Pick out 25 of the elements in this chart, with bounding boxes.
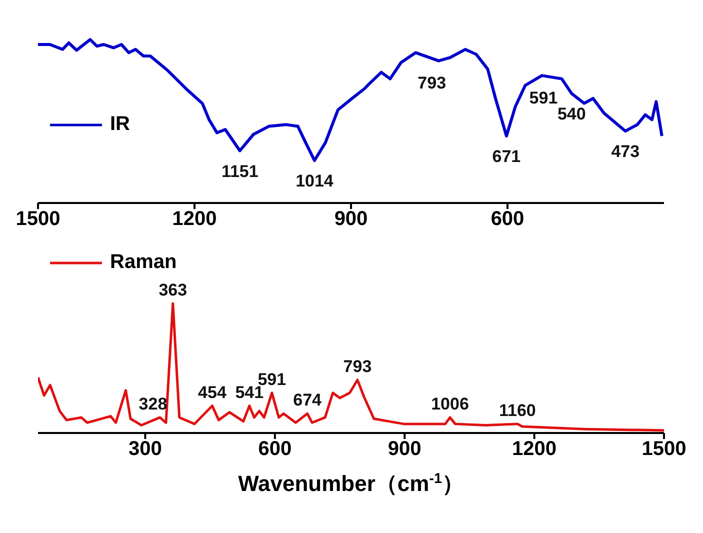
x-tick-label: 1200: [512, 438, 557, 460]
annotation: 1160: [499, 400, 536, 420]
annotation: 1006: [431, 394, 469, 414]
annotation: 591: [529, 88, 558, 108]
x-axis-title: Wavenumber（cm$^{-1}$）: [238, 471, 464, 496]
x-tick-label: 600: [490, 208, 524, 230]
legend-label: Raman: [110, 251, 177, 274]
annotation: 454: [198, 382, 227, 402]
annotation: 473: [611, 142, 640, 162]
annotation: 671: [492, 147, 521, 166]
annotation: 1151: [221, 162, 258, 181]
x-tick-label: 900: [388, 438, 422, 460]
annotation: 674: [293, 390, 322, 410]
annotation: 793: [343, 356, 372, 376]
x-tick-label: 1500: [642, 438, 686, 460]
x-tick-label: 1200: [172, 208, 217, 230]
annotation: 1014: [296, 172, 334, 191]
annotation: 540: [557, 104, 586, 124]
annotation: 363: [158, 280, 188, 300]
x-tick-label: 900: [334, 208, 368, 230]
x-tick-label: 600: [258, 438, 292, 460]
annotation: 793: [418, 74, 446, 93]
x-tick-label: 300: [128, 438, 162, 460]
x-tick-label: 1500: [16, 208, 60, 230]
legend-label: IR: [110, 113, 130, 136]
